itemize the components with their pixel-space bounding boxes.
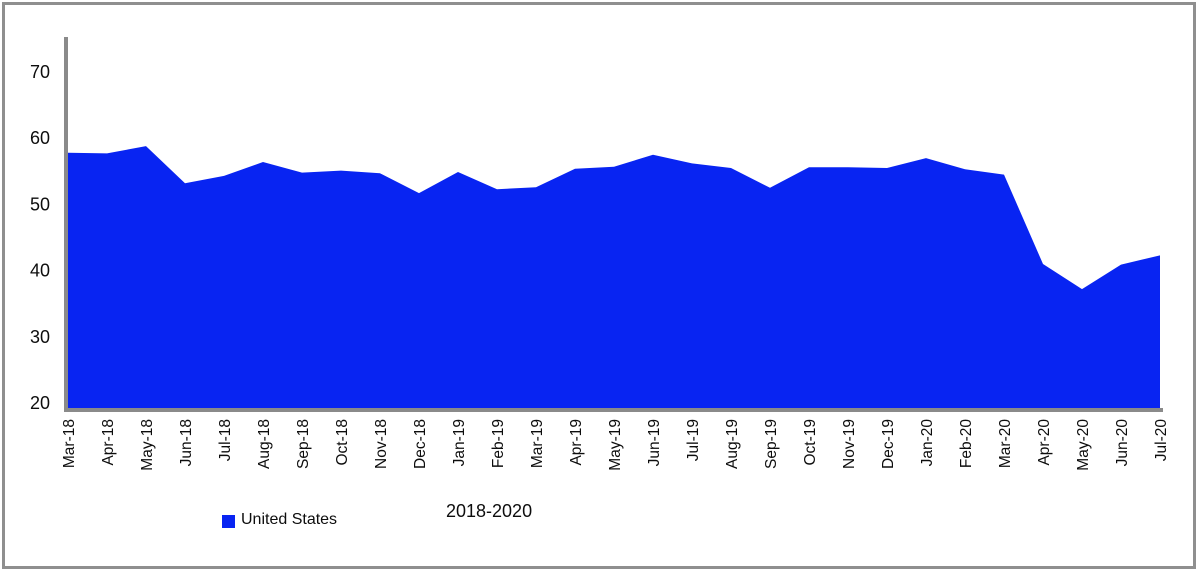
y-axis-line xyxy=(64,37,68,412)
x-axis-tick-label: Jun-18 xyxy=(178,419,195,466)
y-axis-tick-labels: 20 30 40 50 60 70 xyxy=(30,62,50,413)
x-axis-tick-label: Aug-18 xyxy=(256,419,273,469)
x-axis-tick-label: Oct-19 xyxy=(802,419,819,466)
x-axis-tick-label: May-19 xyxy=(607,419,624,471)
x-axis-tick-label: Dec-19 xyxy=(880,419,897,469)
y-axis-tick-label: 60 xyxy=(30,128,50,148)
x-axis-tick-label: Mar-19 xyxy=(529,419,546,468)
x-axis-tick-label: Mar-20 xyxy=(997,419,1014,468)
x-axis-tick-label: Aug-19 xyxy=(724,419,741,469)
x-axis-tick-label: Sep-18 xyxy=(295,419,312,469)
x-axis-tick-label: Jun-20 xyxy=(1114,419,1131,467)
x-axis-line xyxy=(64,408,1163,412)
x-axis-tick-labels: Mar-18 Apr-18 May-18 Jun-18 Jul-18 Aug-18 Sep-… xyxy=(61,419,1170,471)
y-axis-tick-label: 30 xyxy=(30,327,50,347)
y-axis-tick-label: 50 xyxy=(30,194,50,214)
x-axis-tick-label: Feb-20 xyxy=(958,419,975,468)
x-axis-tick-label: May-20 xyxy=(1075,419,1092,471)
area-series-group xyxy=(68,146,1160,408)
x-axis-tick-label: Sep-19 xyxy=(763,419,780,469)
x-axis-tick-label: Jul-19 xyxy=(685,419,702,461)
x-axis-tick-label: Jan-19 xyxy=(451,419,468,466)
y-axis-tick-label: 70 xyxy=(30,62,50,82)
legend: United States xyxy=(222,511,337,529)
x-axis-tick-label: May-18 xyxy=(139,419,156,471)
plot-area: 20 30 40 50 60 70 Mar-18 Apr-18 May-18 Jun-18 Jul… xyxy=(30,37,1170,471)
x-axis-tick-label: Feb-19 xyxy=(490,419,507,468)
x-axis-tick-label: Nov-19 xyxy=(841,419,858,469)
x-axis-tick-label: Oct-18 xyxy=(334,419,351,466)
x-axis-tick-label: Nov-18 xyxy=(373,419,390,469)
x-axis-tick-label: Mar-18 xyxy=(61,419,78,468)
x-axis-tick-label: Apr-20 xyxy=(1036,419,1053,466)
y-axis-tick-label: 20 xyxy=(30,393,50,413)
x-axis-tick-label: Jul-18 xyxy=(217,419,234,461)
x-axis-tick-label: Jan-20 xyxy=(919,419,936,467)
x-axis-tick-label: Apr-18 xyxy=(100,419,117,466)
x-axis-tick-label: Dec-18 xyxy=(412,419,429,469)
x-axis-tick-label: Apr-19 xyxy=(568,419,585,466)
x-axis-tick-label: Jun-19 xyxy=(646,419,663,466)
x-axis-tick-label: Jul-20 xyxy=(1153,419,1170,462)
area-series-united-states xyxy=(68,146,1160,408)
y-axis-tick-label: 40 xyxy=(30,261,50,281)
legend-swatch-united-states xyxy=(222,515,235,528)
legend-label-united-states: United States xyxy=(241,511,338,528)
chart-subtitle: 2018-2020 xyxy=(446,501,533,521)
